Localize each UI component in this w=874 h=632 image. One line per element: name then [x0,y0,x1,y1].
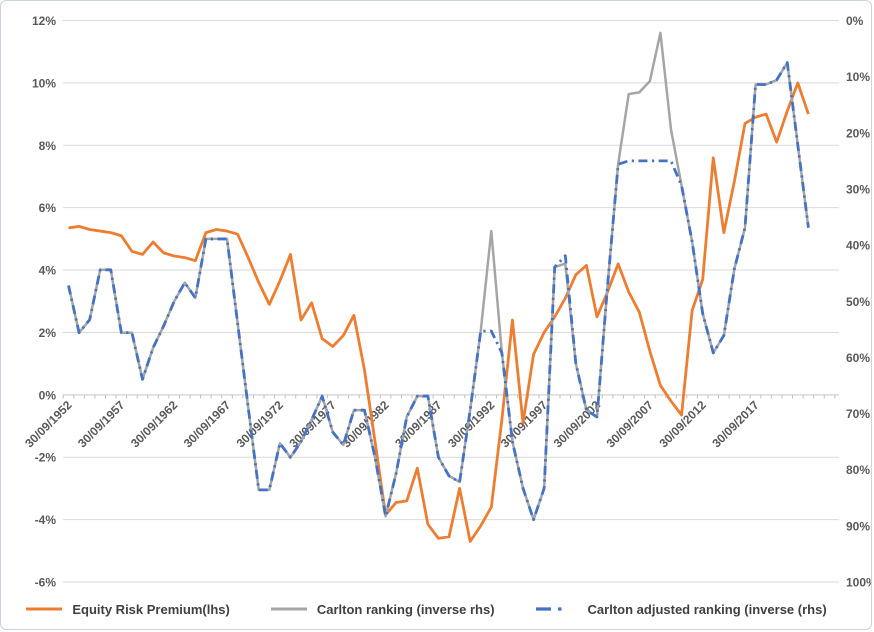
x-axis-tick-label: 30/09/2007 [604,398,657,451]
right-axis-tick-label: 20% [846,126,870,140]
gridlines [63,20,839,583]
x-axis-labels: 30/09/1952 30/09/1957 30/09/1962 30/09/1967… [22,398,762,451]
left-axis-labels: 12% 10% 8% 6% 4% 2% 0% -2% -4% -6% [32,14,56,590]
legend-item-carlton-adjusted-ranking: Carlton adjusted ranking (inverse (rhs) [535,602,827,617]
right-axis-labels: 0% 10% 20% 30% 40% 50% 60% 70% 80% 90% 100% [846,14,872,590]
legend-item-equity-risk-premium: Equity Risk Premium(lhs) [25,601,230,617]
right-axis-tick-label: 90% [846,519,870,533]
left-axis-tick-label: 10% [32,76,56,90]
series-equity-risk-premium-line [68,81,810,543]
right-axis-tick-label: 50% [846,295,870,309]
left-axis-tick-label: 6% [39,201,57,215]
left-axis-tick-label: 8% [39,139,57,153]
legend-label-equity-risk-premium: Equity Risk Premium(lhs) [72,601,230,617]
erp-line-swatch-icon [26,607,63,611]
x-axis-tick-label: 30/09/1952 [22,398,75,451]
x-axis-tick-label: 30/09/1972 [234,398,287,451]
x-axis-tick-label: 30/09/2017 [709,398,762,451]
x-axis-tick-label: 30/09/1982 [339,398,392,451]
right-axis-tick-label: 40% [846,239,870,253]
right-axis-tick-label: 30% [846,182,870,196]
series-carlton-adjusted-ranking-line [67,61,810,522]
x-axis-tick-label: 30/09/1962 [128,398,181,451]
legend-label-carlton-adjusted-ranking: Carlton adjusted ranking (inverse (rhs) [587,601,827,617]
series-carlton-ranking-line [67,31,810,521]
carlton-line-swatch-icon [270,607,307,611]
right-axis-tick-label: 80% [846,463,870,477]
x-axis-tick-label: 30/09/1957 [75,398,128,451]
left-axis-tick-label: 12% [32,14,56,28]
carlton-adjusted-dash-dot-swatch-icon [535,607,578,611]
legend-item-carlton-ranking: Carlton ranking (inverse rhs) [270,602,495,617]
right-axis-tick-label: 70% [846,407,870,421]
chart-legend: Equity Risk Premium(lhs) Carlton ranking… [1,597,851,621]
left-axis-tick-label: -2% [35,451,57,465]
x-axis-ticks [62,394,836,399]
series-lines [67,31,810,543]
legend-label-carlton-ranking: Carlton ranking (inverse rhs) [316,601,495,617]
left-axis-tick-label: 4% [39,264,57,278]
right-axis-tick-label: 100% [846,576,872,590]
left-axis-tick-label: -6% [35,576,57,590]
x-axis-tick-label: 30/09/1967 [181,398,234,451]
left-axis-tick-label: -4% [35,513,57,527]
right-axis-tick-label: 60% [846,351,870,365]
x-axis-tick-label: 30/09/1997 [498,398,551,451]
x-axis-tick-label: 30/09/2002 [551,398,604,451]
right-axis-tick-label: 10% [846,70,870,84]
left-axis-tick-label: 0% [39,388,57,402]
right-axis-tick-label: 0% [846,14,864,28]
left-axis-tick-label: 2% [39,326,57,340]
